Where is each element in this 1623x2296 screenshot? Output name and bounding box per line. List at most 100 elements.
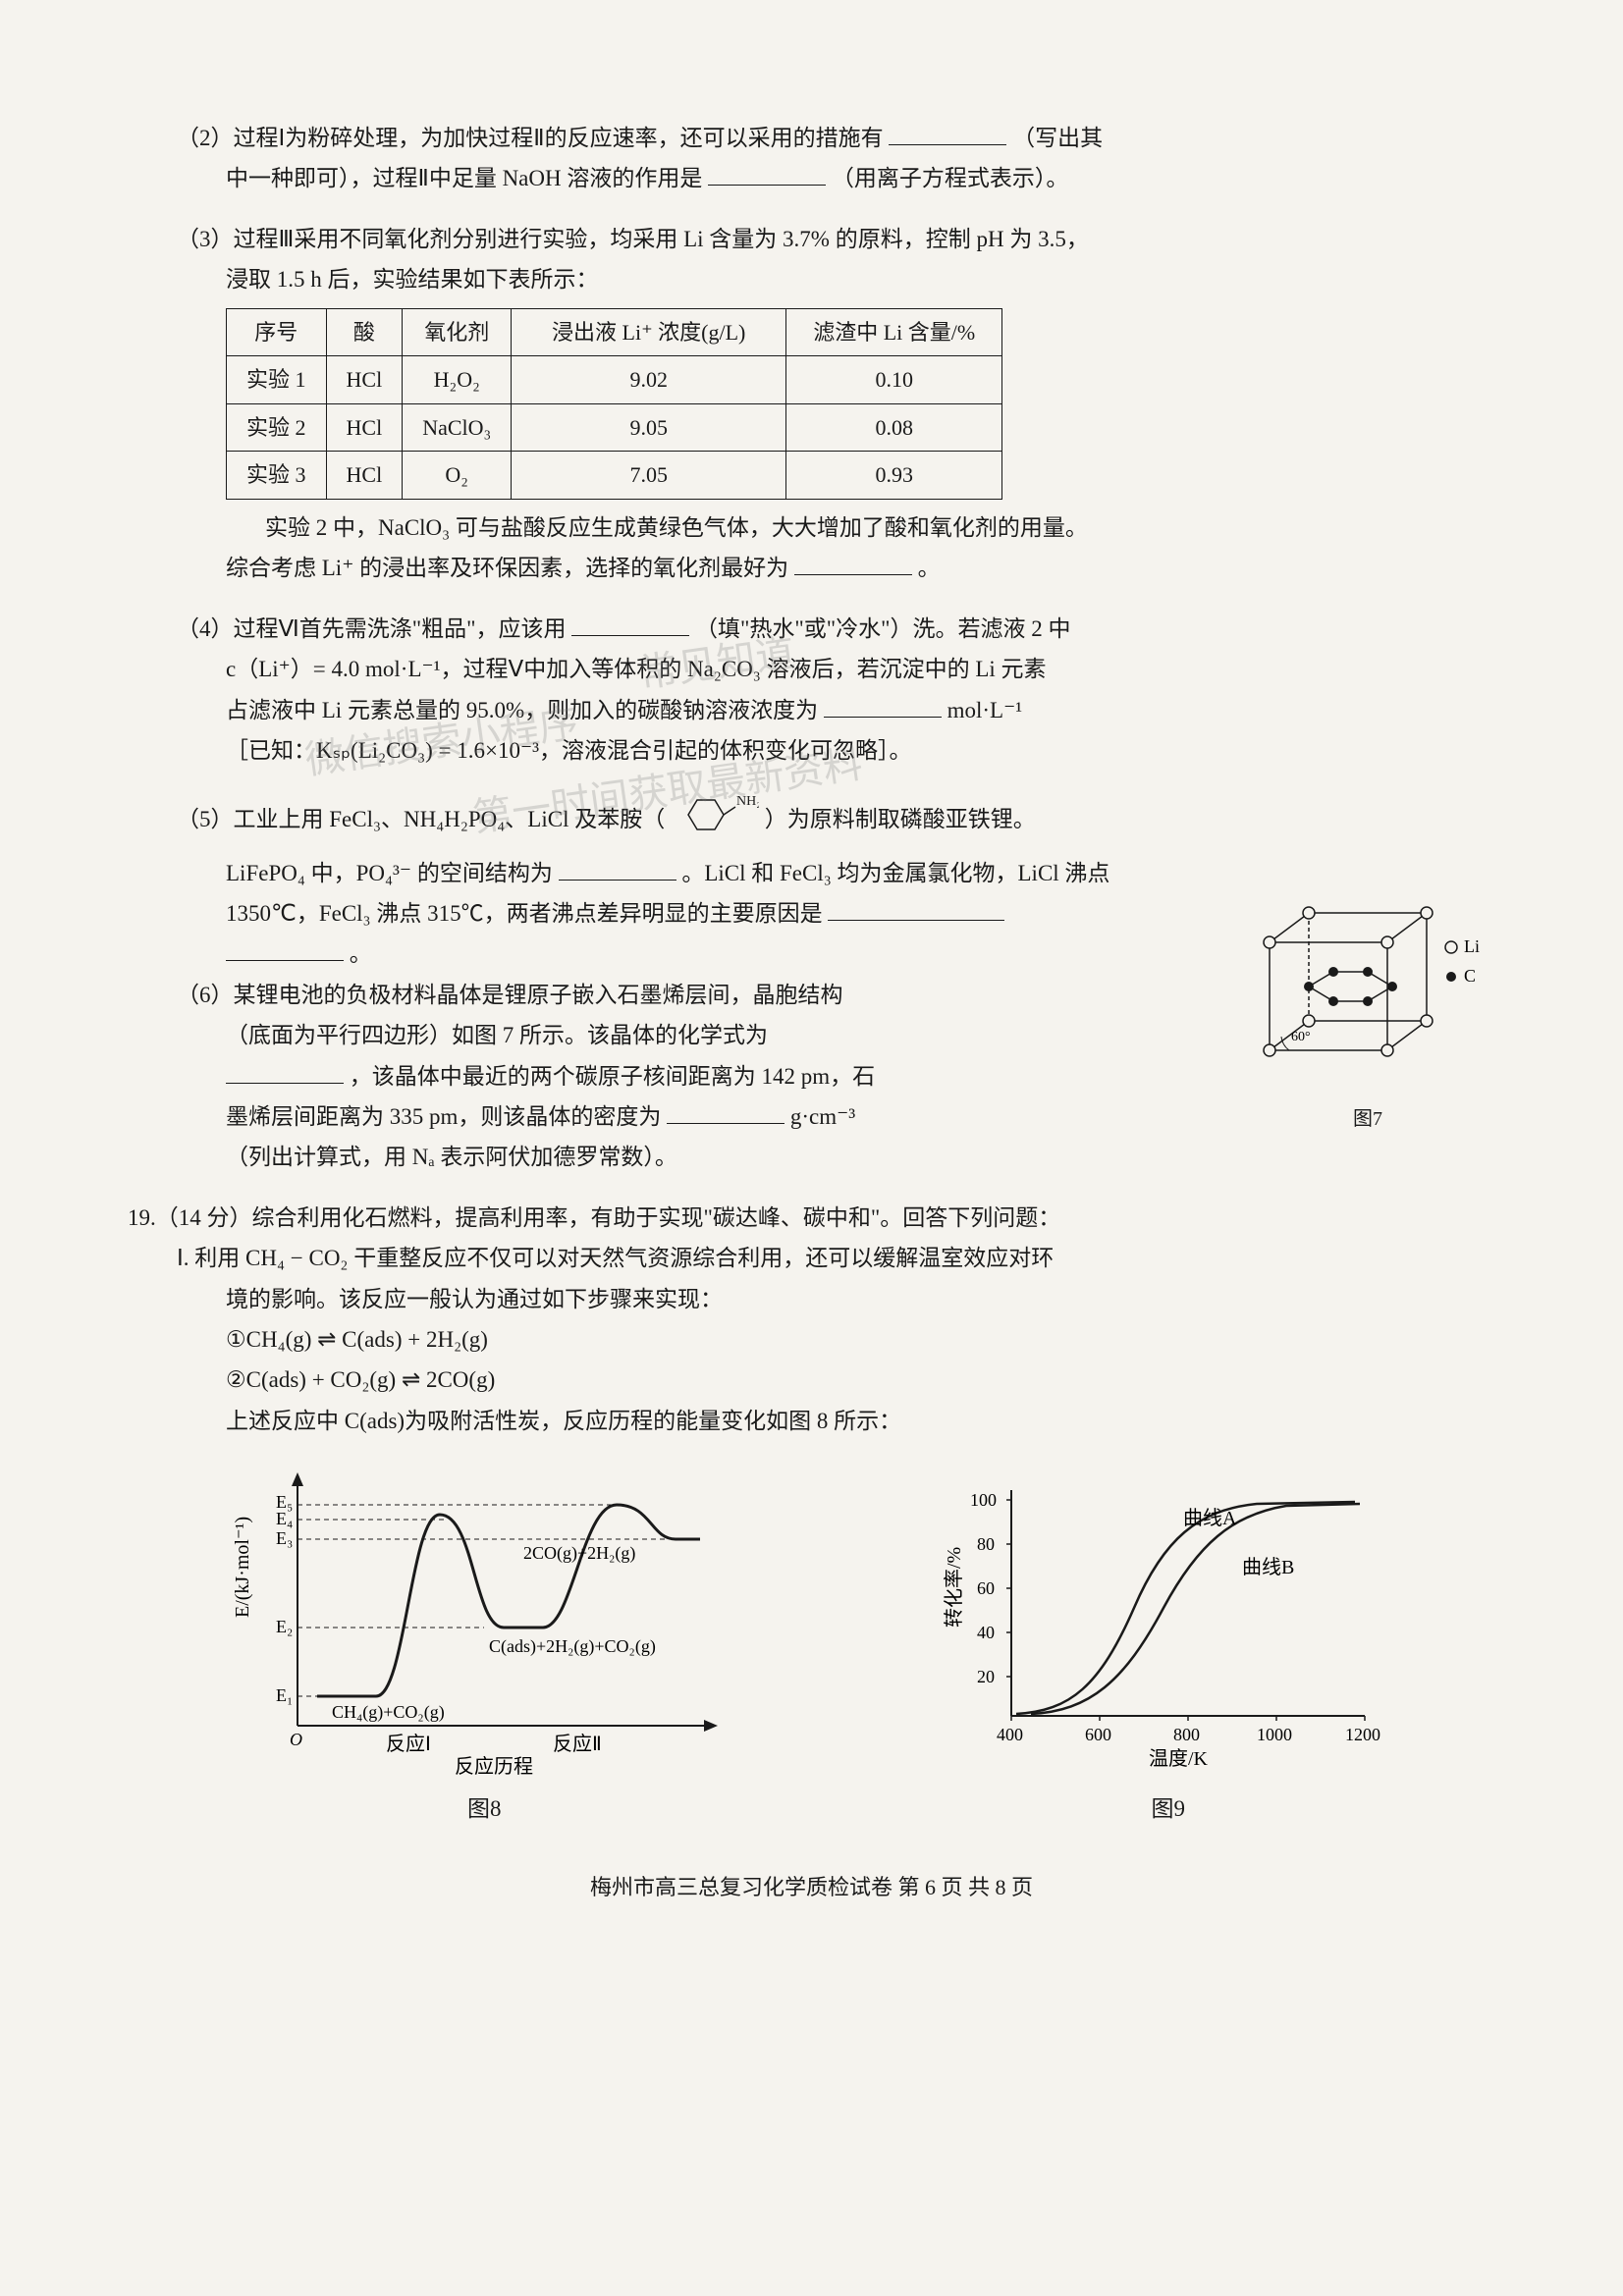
q3-line3: 实验 2 中，NaClO₃ 可与盐酸反应生成黄绿色气体，大大增加了酸和氧化剂的用… — [128, 507, 1495, 548]
q3-r1c0: 实验 2 — [227, 403, 327, 452]
q19-I-line2: 境的影响。该反应一般认为通过如下步骤来实现： — [128, 1279, 1495, 1319]
q19-header: 19.（14 分）综合利用化石燃料，提高利用率，有助于实现"碳达峰、碳中和"。回… — [128, 1198, 1495, 1238]
q3-r1c3: 9.05 — [512, 403, 786, 452]
fig9-y2: 60 — [977, 1578, 995, 1598]
fig7-legend-li: Li — [1464, 936, 1480, 956]
q2-line1: （2）过程Ⅰ为粉碎处理，为加快过程Ⅱ的反应速率，还可以采用的措施有 （写出其 — [128, 118, 1495, 158]
q19-I-line1: Ⅰ. 利用 CH₄ − CO₂ 干重整反应不仅可以对天然气资源综合利用，还可以缓… — [128, 1238, 1495, 1278]
fig9-y1: 40 — [977, 1623, 995, 1642]
fig9-x3: 1000 — [1257, 1725, 1292, 1744]
fig9-curveB: 曲线B — [1242, 1556, 1294, 1578]
benzene-nh2-icon: NH₂ — [671, 790, 759, 852]
q3-r0c1: HCl — [326, 356, 403, 404]
fig9-curveA: 曲线A — [1183, 1507, 1237, 1529]
q4-line1-pre: （4）过程Ⅵ首先需洗涤"粗品"，应该用 — [177, 616, 567, 641]
q19-eq1: ①CH₄(g) ⇌ C(ads) + 2H₂(g) — [128, 1319, 1495, 1360]
q4-line3-pre: 占滤液中 Li 元素总量的 95.0%，则加入的碳酸钠溶液浓度为 — [226, 698, 818, 722]
q2-blank2 — [708, 164, 826, 186]
q3-th-4: 滤渣中 Li 含量/% — [786, 308, 1002, 356]
question-4: （4）过程Ⅵ首先需洗涤"粗品"，应该用 （填"热水"或"冷水"）洗。若滤液 2 … — [128, 609, 1495, 772]
q5-line3: 1350℃，FeCl₃ 沸点 315℃，两者沸点差异明显的主要原因是 — [226, 893, 1220, 934]
figure-8: E/(kJ·mol⁻¹) E₁ E₂ E₃ E₄ E₅ 2CO(g)+2H₂(g… — [229, 1461, 739, 1829]
fig8-xlabel: 反应历程 — [455, 1755, 533, 1775]
fig7-label: 图7 — [1240, 1101, 1495, 1137]
question-2: （2）过程Ⅰ为粉碎处理，为加快过程Ⅱ的反应速率，还可以采用的措施有 （写出其 中… — [128, 118, 1495, 199]
q6-line3: ，该晶体中最近的两个碳原子核间距离为 142 pm，石 — [226, 1056, 1220, 1096]
figure-7: 60° Li C 图7 — [1240, 893, 1495, 1137]
q3-r0c4: 0.10 — [786, 356, 1002, 404]
q5-line3-pre: 1350℃，FeCl₃ 沸点 315℃，两者沸点差异明显的主要原因是 — [226, 901, 823, 926]
q4-line1-mid: （填"热水"或"冷水"）洗。若滤液 2 中 — [695, 616, 1071, 641]
table-row: 实验 2 HCl NaClO₃ 9.05 0.08 — [227, 403, 1002, 452]
fig8-ylabel: E/(kJ·mol⁻¹) — [232, 1517, 253, 1618]
q6-line4: 墨烯层间距离为 335 pm，则该晶体的密度为 g·cm⁻³ — [226, 1096, 1220, 1137]
q3-th-0: 序号 — [227, 308, 327, 356]
q4-line1: （4）过程Ⅵ首先需洗涤"粗品"，应该用 （填"热水"或"冷水"）洗。若滤液 2 … — [128, 609, 1495, 649]
charts-row: E/(kJ·mol⁻¹) E₁ E₂ E₃ E₄ E₅ 2CO(g)+2H₂(g… — [128, 1461, 1495, 1829]
fig9-y0: 20 — [977, 1667, 995, 1686]
q3-r2c0: 实验 3 — [227, 452, 327, 500]
fig9-label: 图9 — [943, 1789, 1394, 1829]
fig9-x2: 800 — [1173, 1725, 1200, 1744]
q3-table-header-row: 序号 酸 氧化剂 浸出液 Li⁺ 浓度(g/L) 滤渣中 Li 含量/% — [227, 308, 1002, 356]
q5-line2: LiFePO₄ 中，PO₄³⁻ 的空间结构为 。LiCl 和 FeCl₃ 均为金… — [128, 853, 1495, 893]
fig9-y3: 80 — [977, 1534, 995, 1554]
q2-line1-pre: （2）过程Ⅰ为粉碎处理，为加快过程Ⅱ的反应速率，还可以采用的措施有 — [177, 126, 884, 150]
fig8-x1: 反应Ⅰ — [386, 1733, 431, 1755]
q5-q6-text: 1350℃，FeCl₃ 沸点 315℃，两者沸点差异明显的主要原因是 。 （6）… — [226, 893, 1220, 1178]
energy-profile-chart: E/(kJ·mol⁻¹) E₁ E₂ E₃ E₄ E₅ 2CO(g)+2H₂(g… — [229, 1461, 739, 1775]
q3-th-2: 氧化剂 — [403, 308, 512, 356]
q6-line4-pre: 墨烯层间距离为 335 pm，则该晶体的密度为 — [226, 1104, 661, 1129]
q19-eq2: ②C(ads) + CO₂(g) ⇌ 2CO(g) — [128, 1360, 1495, 1400]
page-footer: 梅州市高三总复习化学质检试卷 第 6 页 共 8 页 — [128, 1868, 1495, 1907]
q6-blank2 — [667, 1102, 784, 1124]
q3-r1c2: NaClO₃ — [403, 403, 512, 452]
q5-q6-with-fig: 1350℃，FeCl₃ 沸点 315℃，两者沸点差异明显的主要原因是 。 （6）… — [128, 893, 1495, 1178]
q3-r1c1: HCl — [326, 403, 403, 452]
q5-line4-post: 。 — [350, 941, 372, 966]
q2-line1-post: （写出其 — [1012, 126, 1103, 150]
q3-r0c3: 9.02 — [512, 356, 786, 404]
table-row: 实验 1 HCl H₂O₂ 9.02 0.10 — [227, 356, 1002, 404]
question-5: （5）工业上用 FeCl₃、NH₄H₂PO₄、LiCl 及苯胺（ NH₂ ）为原… — [128, 790, 1495, 1178]
svg-text:O: O — [290, 1730, 302, 1749]
q5-line1-pre: （5）工业上用 FeCl₃、NH₄H₂PO₄、LiCl 及苯胺（ — [177, 807, 665, 831]
fig9-ylabel: 转化率/% — [943, 1547, 965, 1628]
fig8-label: 图8 — [229, 1789, 739, 1829]
fig8-E4: E₄ — [276, 1509, 293, 1528]
q2-line2-pre: 中一种即可），过程Ⅱ中足量 NaOH 溶液的作用是 — [226, 166, 702, 190]
q5-blank1 — [559, 859, 676, 881]
q5-blank3 — [226, 939, 344, 961]
q3-line2: 浸取 1.5 h 后，实验结果如下表所示： — [128, 259, 1495, 299]
page-root: 常见知道 微信搜索小程序 第一时间获取最新资料 （2）过程Ⅰ为粉碎处理，为加快过… — [128, 118, 1495, 1907]
q3-th-1: 酸 — [326, 308, 403, 356]
question-19: 19.（14 分）综合利用化石燃料，提高利用率，有助于实现"碳达峰、碳中和"。回… — [128, 1198, 1495, 1441]
benzene-label: NH₂ — [736, 794, 759, 809]
q3-line4-post: 。 — [918, 556, 941, 580]
fig7-angle: 60° — [1291, 1030, 1311, 1044]
fig8-annot3: CH₄(g)+CO₂(g) — [332, 1702, 445, 1723]
fig8-E2: E₂ — [276, 1617, 293, 1636]
q5-blank2 — [828, 899, 1004, 921]
q4-line3: 占滤液中 Li 元素总量的 95.0%，则加入的碳酸钠溶液浓度为 mol·L⁻¹ — [128, 690, 1495, 730]
fig9-y4: 100 — [970, 1490, 997, 1510]
q3-r2c2: O₂ — [403, 452, 512, 500]
fig8-E5: E₅ — [276, 1492, 293, 1512]
fig7-legend-c: C — [1464, 966, 1476, 986]
q2-blank1 — [889, 124, 1006, 145]
q3-line1: （3）过程Ⅲ采用不同氧化剂分别进行实验，均采用 Li 含量为 3.7% 的原料，… — [128, 219, 1495, 259]
q3-th-3: 浸出液 Li⁺ 浓度(g/L) — [512, 308, 786, 356]
fig8-E1: E₁ — [276, 1685, 293, 1705]
q3-r0c2: H₂O₂ — [403, 356, 512, 404]
q6-line4-post: g·cm⁻³ — [790, 1104, 855, 1129]
q3-r2c4: 0.93 — [786, 452, 1002, 500]
q5-line2-pre: LiFePO₄ 中，PO₄³⁻ 的空间结构为 — [226, 861, 553, 885]
q3-table: 序号 酸 氧化剂 浸出液 Li⁺ 浓度(g/L) 滤渣中 Li 含量/% 实验 … — [226, 308, 1002, 500]
q6-line5: （列出计算式，用 Nₐ 表示阿伏加德罗常数）。 — [226, 1137, 1220, 1177]
q4-blank1 — [571, 614, 689, 636]
q3-r2c1: HCl — [326, 452, 403, 500]
q2-line2-post: （用离子方程式表示）。 — [832, 166, 1069, 190]
fig8-annot2: C(ads)+2H₂(g)+CO₂(g) — [489, 1636, 656, 1657]
q5-line4: 。 — [226, 934, 1220, 974]
fig8-E3: E₃ — [276, 1528, 293, 1548]
